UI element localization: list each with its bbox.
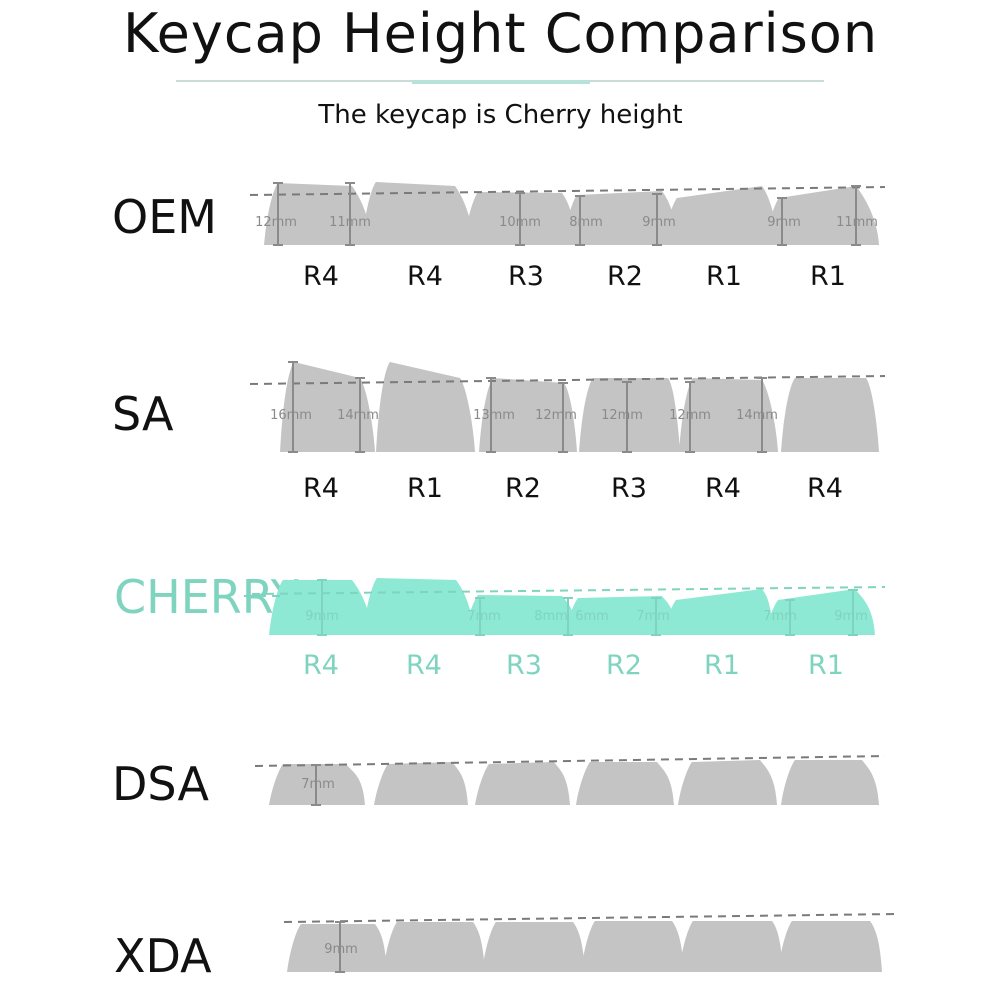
- keycap-cherry-2: [363, 578, 474, 635]
- page-subtitle: The keycap is Cherry height: [318, 100, 683, 130]
- row-label: R4: [705, 473, 741, 504]
- keycap-xda-4: [581, 921, 684, 972]
- profile-xda: XDA 9mm: [114, 913, 896, 983]
- measurement-label: 12mm: [255, 215, 297, 230]
- row-label: R2: [607, 261, 643, 292]
- measurement-label: 11mm: [329, 215, 371, 230]
- keycap-cherry-3: [464, 595, 576, 635]
- title-divider-accent: [412, 80, 590, 84]
- height-reference-line: [249, 186, 886, 196]
- keycap-dsa-6: [781, 760, 879, 805]
- measurement-label: 7mm: [301, 777, 335, 792]
- row-label: R4: [303, 473, 339, 504]
- measurement-label: 7mm: [467, 609, 501, 624]
- profile-cherry: CHERRY 9mm 7mm 8mm 6mm 7mm 7mm 9mm R4 R4 R3 R2 R1 R1: [114, 570, 886, 681]
- profile-label-xda: XDA: [114, 929, 212, 983]
- profile-dsa: DSA 7mm: [112, 755, 886, 811]
- keycap-sa-2: [376, 362, 475, 452]
- measurement-label: 16mm: [270, 408, 312, 423]
- measurement-label: 13mm: [473, 408, 515, 423]
- keycap-dsa-3: [475, 762, 570, 805]
- keycap-oem-5: [663, 186, 778, 245]
- keycap-cherry-5: [662, 589, 773, 635]
- row-label: R4: [406, 650, 442, 681]
- measurement-label: 9mm: [767, 215, 801, 230]
- row-label: R1: [407, 473, 443, 504]
- row-label: R4: [407, 261, 443, 292]
- row-label: R4: [303, 261, 339, 292]
- keycap-xda-1: [287, 924, 387, 972]
- keycap-oem-4: [563, 191, 678, 245]
- measurement-label: 14mm: [337, 408, 379, 423]
- keycap-sa-3: [479, 378, 577, 452]
- profile-label-cherry: CHERRY: [114, 570, 300, 624]
- measurement-label: 12mm: [669, 408, 711, 423]
- keycap-dsa-4: [576, 762, 674, 805]
- row-label: R3: [611, 473, 647, 504]
- measurement-label: 6mm: [575, 609, 609, 624]
- keycap-oem-6: [765, 186, 879, 245]
- keycap-dsa-2: [374, 762, 468, 805]
- keycap-sa-6: [781, 378, 879, 452]
- profile-label-oem: OEM: [112, 190, 217, 244]
- row-label: R1: [704, 650, 740, 681]
- keycap-oem-2: [362, 182, 474, 245]
- row-label: R3: [506, 650, 542, 681]
- measurement-label: 14mm: [736, 408, 778, 423]
- keycap-xda-2: [383, 922, 485, 972]
- row-label: R4: [807, 473, 843, 504]
- measurement-label: 7mm: [763, 609, 797, 624]
- measurement-label: 9mm: [305, 609, 339, 624]
- height-reference-line: [283, 913, 896, 923]
- measurement-label: 9mm: [642, 215, 676, 230]
- measurement-label: 10mm: [499, 215, 541, 230]
- row-label: R1: [810, 261, 846, 292]
- measurement-label: 8mm: [534, 609, 568, 624]
- row-label: R2: [505, 473, 541, 504]
- measurement-label: 9mm: [324, 942, 358, 957]
- keycap-sa-4: [579, 378, 680, 452]
- measurement-label: 9mm: [834, 609, 868, 624]
- page-title: Keycap Height Comparison: [122, 2, 879, 65]
- keycap-xda-5: [679, 921, 783, 972]
- measurement-label: 11mm: [836, 215, 878, 230]
- row-label: R1: [706, 261, 742, 292]
- keycap-cherry-1: [269, 580, 372, 635]
- measurement-label: 7mm: [636, 609, 670, 624]
- keycap-xda-3: [482, 922, 585, 972]
- profile-sa: SA 16mm 14mm 13mm 12mm 12mm 12mm 14mm R4 R1 R2 R3 R4…: [112, 361, 886, 504]
- row-label: R1: [808, 650, 844, 681]
- keycap-sa-5: [679, 378, 778, 452]
- profile-label-sa: SA: [112, 387, 174, 441]
- keycap-oem-1: [264, 183, 372, 245]
- row-label: R2: [606, 650, 642, 681]
- keycap-xda-6: [778, 921, 882, 972]
- height-reference-line: [249, 375, 886, 385]
- height-reference-line: [251, 586, 886, 595]
- row-label: R4: [303, 650, 339, 681]
- profile-oem: OEM 12mm 11mm 10mm 8mm 9mm 9mm 11mm R4 R4 R3 R2 R1 R1: [112, 182, 886, 292]
- measurement-label: 12mm: [601, 408, 643, 423]
- row-label: R3: [508, 261, 544, 292]
- profile-label-dsa: DSA: [112, 757, 209, 811]
- keycap-dsa-5: [678, 760, 777, 805]
- measurement-label: 8mm: [569, 215, 603, 230]
- height-reference-line: [254, 755, 886, 767]
- keycap-cherry-4: [564, 596, 676, 635]
- keycap-sa-1: [280, 362, 375, 452]
- measurement-label: 12mm: [535, 408, 577, 423]
